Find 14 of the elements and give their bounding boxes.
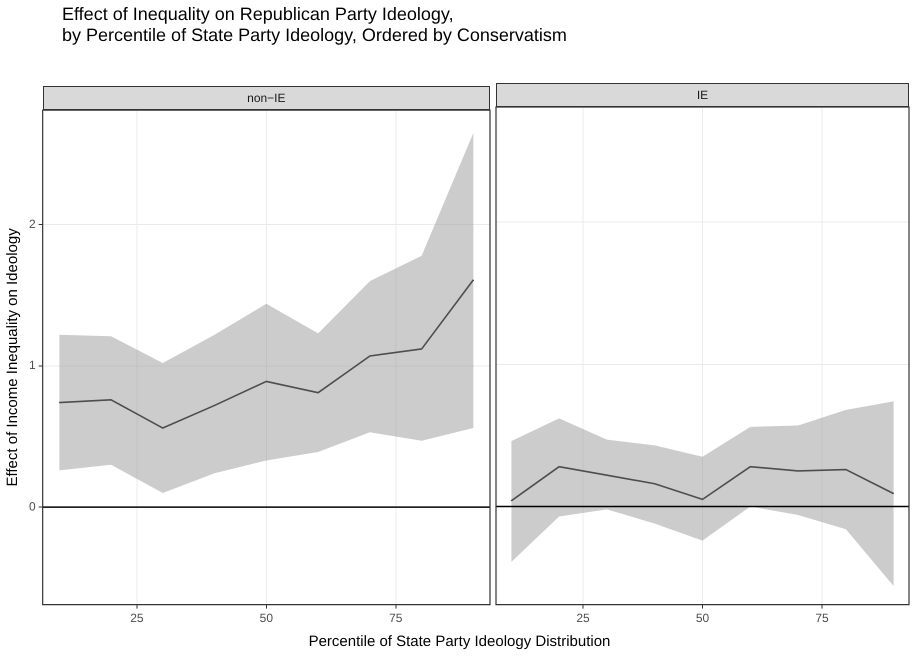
- x-tick-label: 75: [815, 611, 829, 626]
- chart-subtitle: IE: [496, 83, 909, 107]
- x-tick-label: 25: [576, 611, 590, 626]
- x-tick-label: 50: [696, 611, 710, 626]
- x-axis-title: Percentile of State Party Ideology Distribution: [308, 633, 612, 650]
- y-axis-title: Effect of Income Inequality on Ideology: [4, 228, 22, 487]
- x-tick-label: 50: [260, 611, 274, 626]
- y-tick-label: 0: [28, 499, 36, 514]
- chart-subtitle: non−IE: [42, 86, 490, 110]
- chart-title: Effect of Inequality on Republican Party Ideology, by Percentile of State Party Ideology, Ordered by Conservatism: [62, 4, 567, 46]
- y-tick-label: 1: [28, 358, 36, 372]
- x-tick-label: 75: [389, 611, 403, 626]
- y-tick-label: 2: [28, 216, 36, 231]
- x-tick-label: 25: [130, 611, 144, 626]
